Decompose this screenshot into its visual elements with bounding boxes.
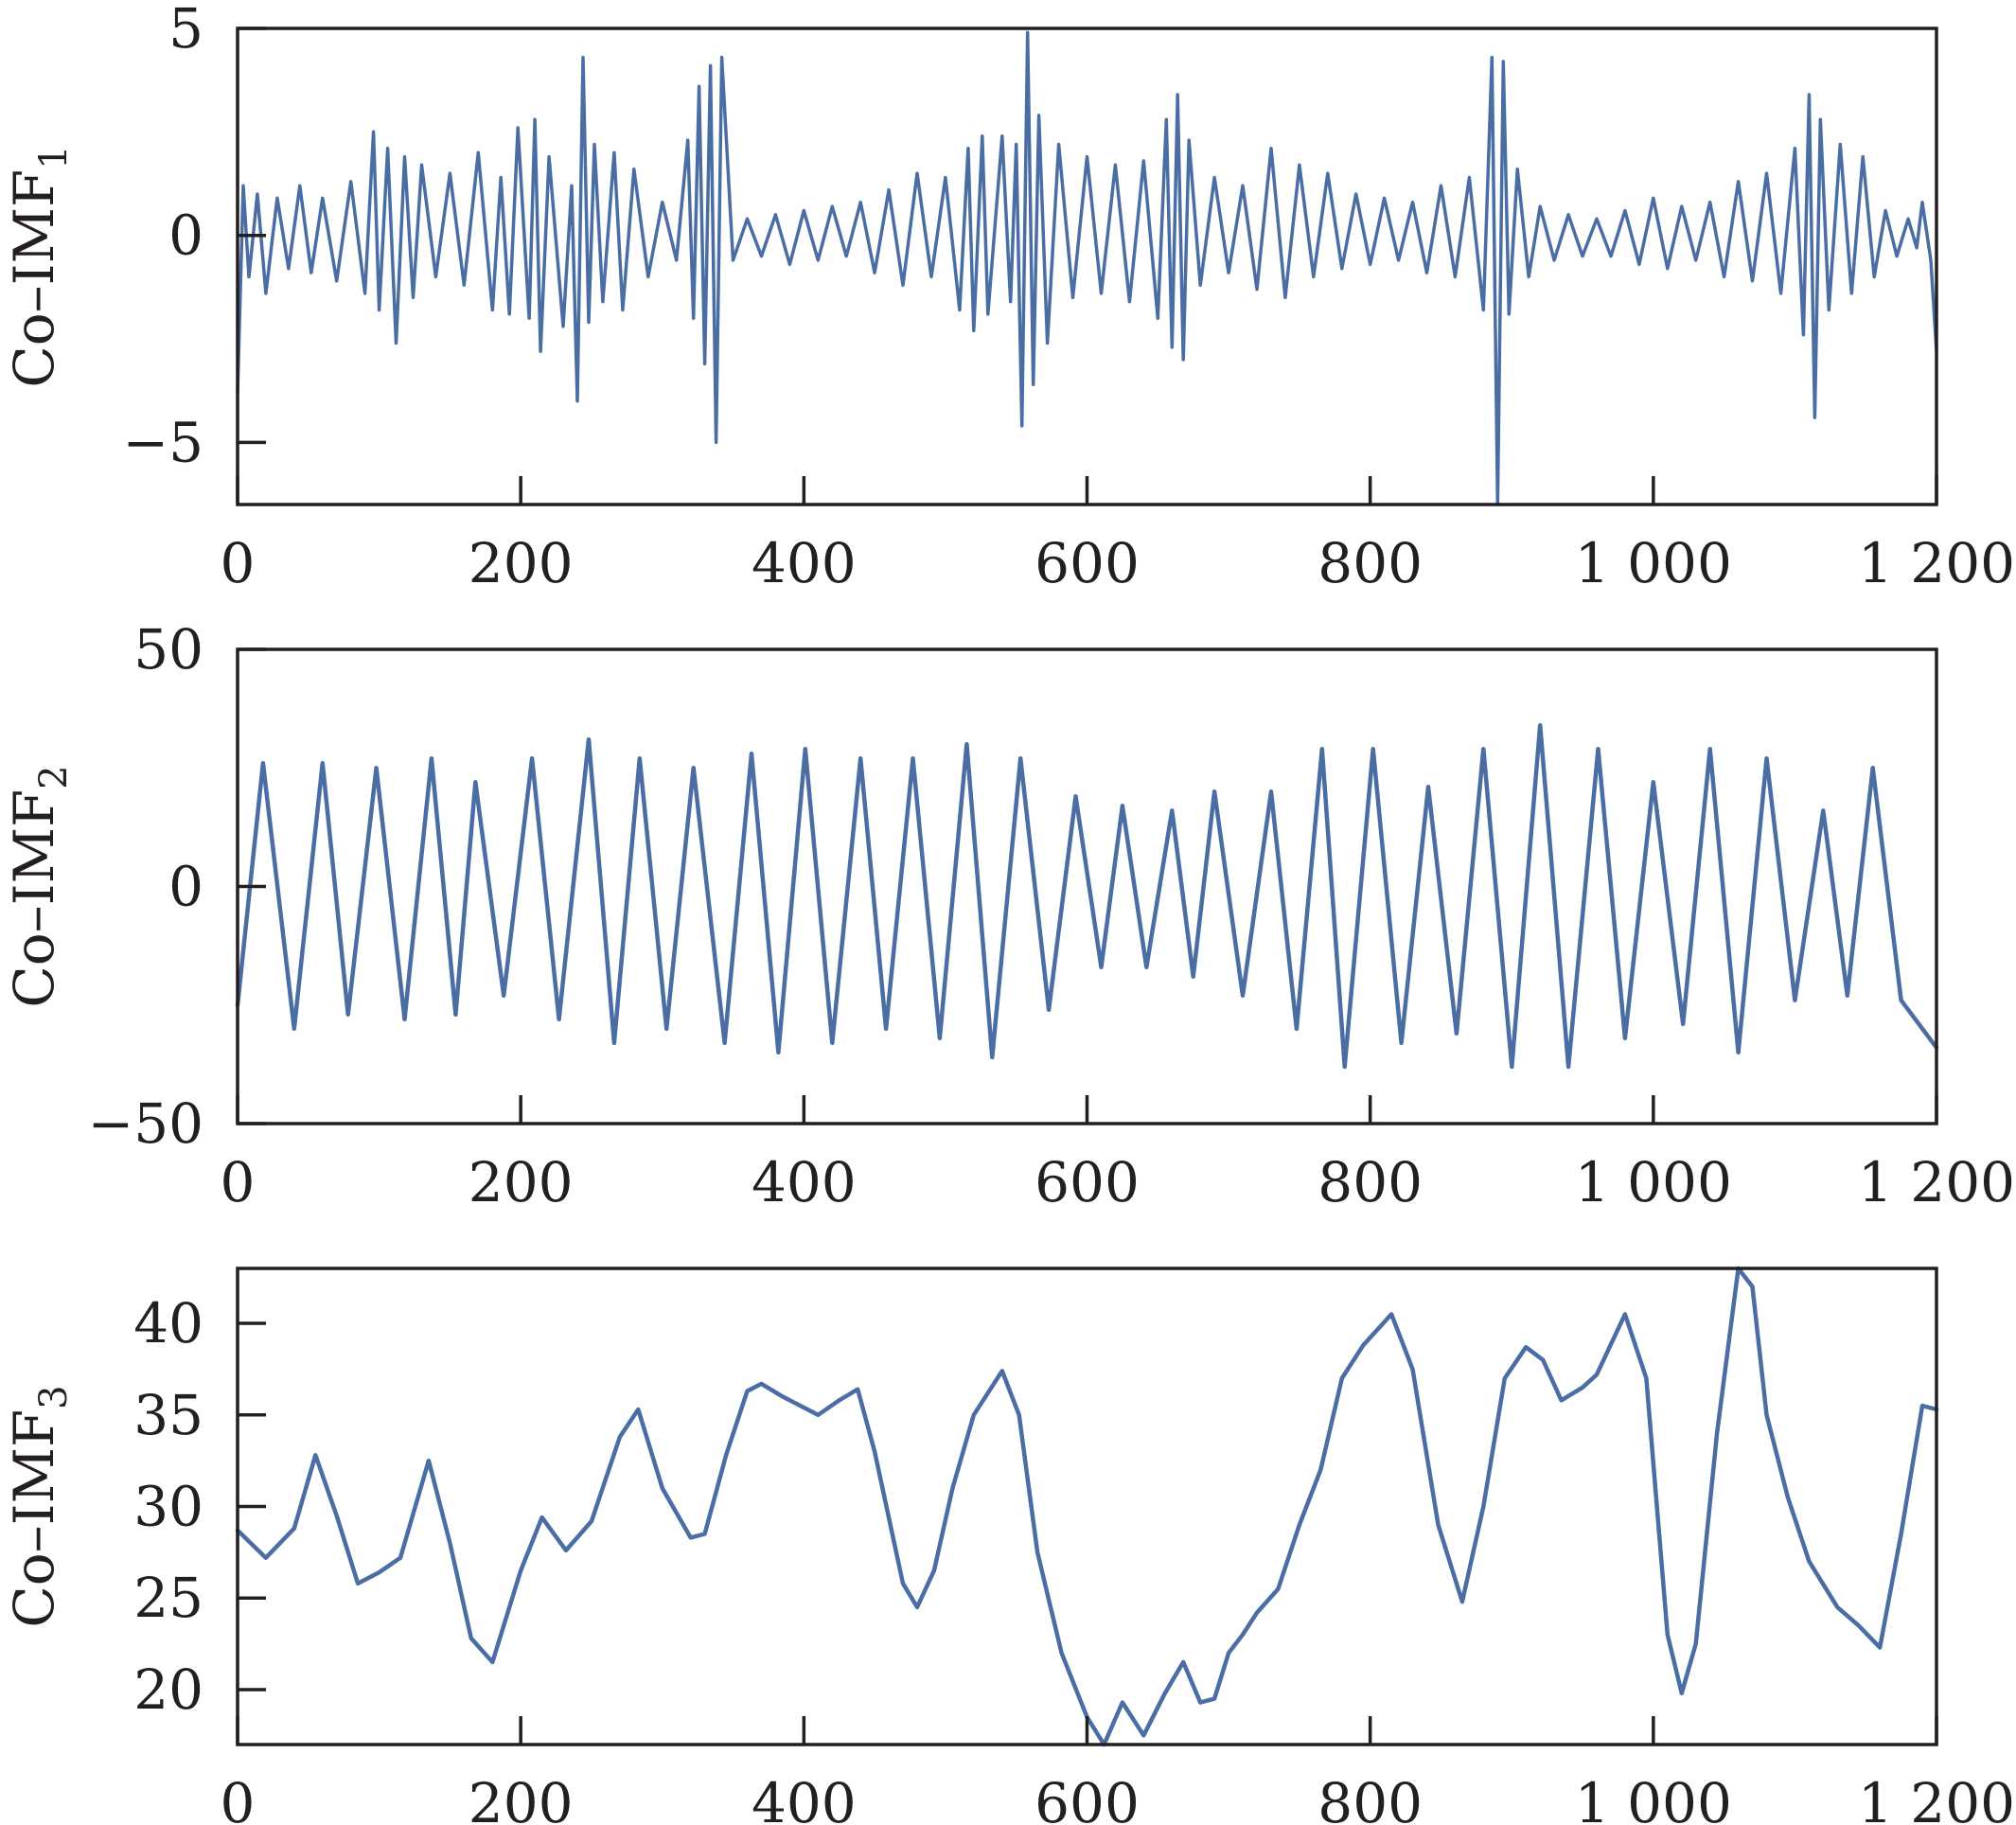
x-tick-label: 200 (469, 1150, 574, 1214)
x-tick-label: 0 (221, 1150, 256, 1214)
panel-3: 0 200 400 600 800 1 000 1 200 20 25 30 35 40 Co–IMF3 (2, 1266, 2015, 1825)
y-tick-label: 25 (133, 1566, 203, 1630)
y-tick-label: 30 (133, 1475, 203, 1539)
series-line-2 (235, 722, 1939, 1070)
x-tick-label: 600 (1035, 1150, 1140, 1214)
y-tick-label: −5 (123, 410, 204, 474)
y-axis-title-main: Co–IMF (2, 1409, 66, 1628)
x-tick-label: 400 (752, 1150, 857, 1214)
x-tick-label: 1 000 (1575, 531, 1732, 595)
y-axis-title-subscript: 1 (32, 145, 76, 168)
x-tick-label: 1 000 (1575, 1150, 1732, 1214)
y-tick-label: 5 (168, 0, 203, 61)
y-axis-title: Co–IMF3 (2, 1385, 76, 1627)
x-tick-label: 1 200 (1858, 531, 2015, 595)
y-tick-label: 0 (168, 855, 203, 919)
x-tick-label: 400 (752, 531, 857, 595)
x-tick-label: 200 (469, 1771, 574, 1825)
y-tick-label: −50 (88, 1091, 203, 1156)
series-line-3 (235, 1266, 1939, 1747)
x-tick-label: 800 (1317, 1150, 1423, 1214)
x-tick-label: 0 (221, 531, 256, 595)
x-tick-label: 600 (1035, 1771, 1140, 1825)
plot-frame (236, 1267, 1938, 1746)
y-axis-title-main: Co–IMF (2, 789, 66, 1008)
y-tick-label: 50 (133, 617, 203, 682)
x-tick-label: 600 (1035, 531, 1140, 595)
x-tick-label: 800 (1317, 1771, 1423, 1825)
x-tick-label: 1 200 (1858, 1771, 2015, 1825)
y-tick-label: 35 (133, 1383, 203, 1447)
x-tick-label: 800 (1317, 531, 1423, 595)
series-line-1 (236, 30, 1938, 506)
plot-frame (236, 27, 1938, 506)
y-axis-title-subscript: 2 (32, 765, 76, 788)
panel-2: 0 200 400 600 800 1 000 1 200 −50 0 50 Co–IMF2 (2, 617, 2015, 1214)
x-tick-label: 400 (752, 1771, 857, 1825)
y-tick-label: 0 (168, 204, 203, 268)
y-axis-title-main: Co–IMF (2, 169, 66, 388)
panel-1: 0 200 400 600 800 1 000 1 200 −5 0 5 Co–IMF1 (2, 0, 2015, 595)
y-tick-label: 40 (133, 1291, 203, 1355)
x-tick-label: 1 000 (1575, 1771, 1732, 1825)
x-tick-label: 0 (221, 1771, 256, 1825)
y-axis-title-subscript: 3 (32, 1385, 76, 1409)
x-tick-label: 200 (469, 531, 574, 595)
y-tick-label: 20 (133, 1657, 203, 1722)
x-tick-label: 1 200 (1858, 1150, 2015, 1214)
y-axis-title: Co–IMF2 (2, 765, 76, 1007)
y-axis-title: Co–IMF1 (2, 145, 76, 387)
